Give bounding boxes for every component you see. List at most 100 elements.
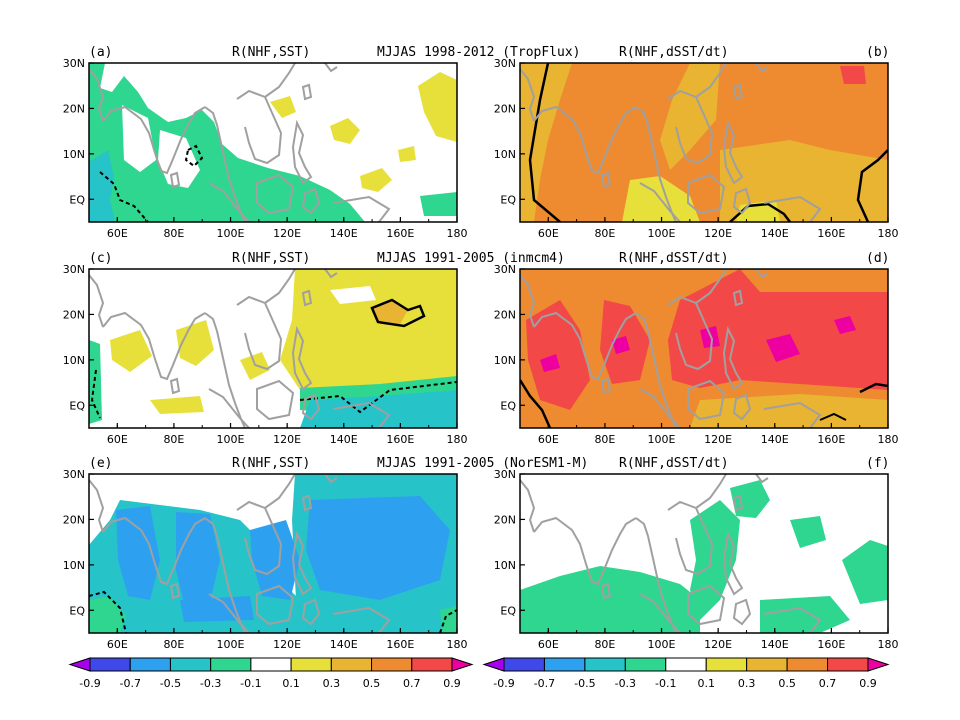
panel-a-yellow-1 [418,72,457,142]
lon-tick-label-f: 140E [761,638,789,651]
panel-title-f: R(NHF,dSST/dt) [619,456,729,471]
panel-a-yellow-4 [270,96,296,118]
panel-d-magenta-2 [612,336,630,354]
colorbar-label-left: -0.5 [160,677,181,690]
lon-tick-label-c: 120E [273,433,301,446]
panel-e-green-se [440,606,457,633]
panel-c-white-hole [330,286,376,304]
colorbar-label-right: 0.9 [859,677,877,690]
panel-a-contour-2 [184,144,204,168]
colorbar-swatch-left [330,657,373,672]
row-label-3: MJJAS 1991-2005 (NorESM1-M) [377,456,588,471]
panel-c-yellow-east [280,269,457,400]
frame-c [88,268,458,429]
lat-tick-label-d: 30N [494,263,516,276]
colorbar-swatch-left [290,657,332,672]
panel-f-green-se [760,596,850,633]
colorbar-swatch-right [786,657,829,672]
panel-f-green-ne [790,516,826,548]
panel-title-b: R(NHF,dSST/dt) [619,45,729,60]
panel-c-orange-blob [372,300,408,324]
lon-tick-label-c: 60E [107,433,128,446]
panel-f-green-south [520,566,700,633]
colorbar-swatch-left [129,657,171,672]
lat-tick-label-b: 20N [494,102,516,115]
lon-tick-label-f: 60E [538,638,559,651]
lat-tick-label-f: 30N [494,468,516,481]
panel-tag-a: (a) [89,45,112,60]
lon-tick-label-b: 100E [648,227,676,240]
panel-c-contour-1 [370,298,426,328]
panel-tag-e: (e) [89,456,112,471]
lat-tick-label-f: 20N [494,513,516,526]
lon-tick-label-b: 140E [761,227,789,240]
lon-tick-label-b: 120E [704,227,732,240]
lon-tick-label-f: 120E [704,638,732,651]
lat-tick-label-f: EQ [500,604,516,617]
lat-tick-label-b: 10N [494,148,516,161]
lon-tick-label-b: 80E [594,227,615,240]
panel-d-red-east [668,269,888,390]
panel-d-contour-2 [859,382,888,394]
lon-tick-label-e: 100E [217,638,245,651]
lon-tick-label-f: 180 [878,638,899,651]
colorbar-swatch-left [89,657,131,672]
panel-b-red-1 [840,66,866,84]
lon-tick-label-c: 160E [386,433,414,446]
colorbar-swatch-left [250,657,292,672]
panel-d-contour-3 [819,412,847,421]
colorbars: -0.9 -0.7 -0.5 -0.3 -0.1 0.1 0.3 0.5 0.7 0.9 -0.9 -… [68,657,890,690]
panel-f-green-e [842,540,888,604]
panel-c-contour-3 [90,369,101,419]
lat-tick-label-d: 20N [494,308,516,321]
frame-b [519,62,889,223]
frame-e [88,473,458,634]
lon-tick-label-f: 100E [648,638,676,651]
colorbar-label-right: 0.3 [738,677,756,690]
lon-tick-label-d: 160E [817,433,845,446]
colorbar-swatch-left [411,657,453,672]
panel-tag-c: (c) [89,251,112,266]
panel-title-a: R(NHF,SST) [232,45,310,60]
lon-tick-label-e: 140E [330,638,358,651]
lat-tick-label-e: 10N [63,559,85,572]
panel-a-cyan-west [89,150,115,222]
lon-tick-label-a: 180 [447,227,468,240]
lon-tick-label-a: 120E [273,227,301,240]
lat-tick-label-b: EQ [500,193,516,206]
lon-tick-label-a: 100E [217,227,245,240]
panel-tag-f: (f) [866,456,889,471]
panel-d-orange-sw [690,394,888,428]
colorbar-swatch-right [665,657,707,672]
lat-tick-label-e: 20N [63,513,85,526]
panel-b [520,63,888,222]
panel-c-yellow-s [150,396,204,414]
lon-tick-label-c: 180 [447,433,468,446]
panel-a-yellow-2 [330,118,360,144]
panel-b-contour-2 [856,149,888,222]
colorbar-label-left: -0.9 [79,677,100,690]
lat-tick-label-d: EQ [500,399,516,412]
colorbar-label-left: -0.3 [200,677,221,690]
colorbar-label-right: -0.1 [655,677,676,690]
panel-e-blue-south [180,596,254,622]
lon-tick-label-b: 180 [878,227,899,240]
lon-tick-label-e: 80E [163,638,184,651]
lat-tick-label-c: 20N [63,308,85,321]
lat-tick-label-e: 30N [63,468,85,481]
colorbar-swatch-left [169,657,212,672]
lon-tick-label-c: 100E [217,433,245,446]
lat-tick-label-c: 30N [63,263,85,276]
panel-c-yellow-bay [176,320,214,366]
lon-tick-label-a: 60E [107,227,128,240]
colorbar-over-left [451,657,474,672]
colorbar-label-right: -0.3 [615,677,636,690]
panel-f-green-center [690,500,740,620]
colorbar-swatch-right [584,657,626,672]
panel-e-blue-east [306,496,450,600]
panel-e-white-nw [89,474,114,510]
colorbar-swatch-left [371,657,413,672]
lat-tick-label-a: 30N [63,57,85,70]
lon-tick-label-e: 160E [386,638,414,651]
panel-e [89,474,457,633]
